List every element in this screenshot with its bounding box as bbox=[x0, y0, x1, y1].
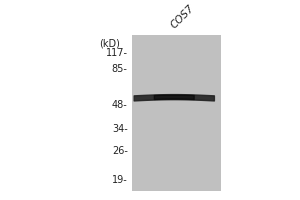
Bar bbox=[132, 35, 221, 191]
Text: 19-: 19- bbox=[112, 175, 128, 185]
Text: 26-: 26- bbox=[112, 146, 128, 156]
Text: 48-: 48- bbox=[112, 100, 128, 110]
Text: 34-: 34- bbox=[112, 124, 128, 134]
Text: (kD): (kD) bbox=[99, 38, 120, 48]
Text: 117-: 117- bbox=[106, 48, 128, 58]
Text: COS7: COS7 bbox=[169, 3, 196, 31]
Text: 85-: 85- bbox=[112, 64, 128, 74]
